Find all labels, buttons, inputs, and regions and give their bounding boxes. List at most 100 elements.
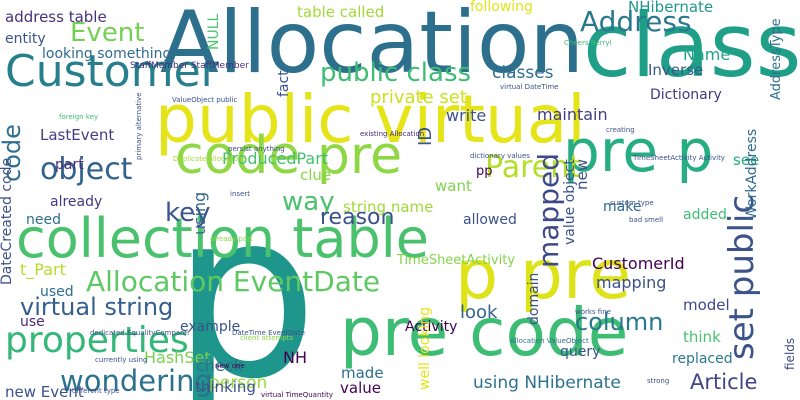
word-entity: entity <box>5 31 46 47</box>
word-column: column <box>575 308 664 336</box>
word-example: example <box>180 319 241 335</box>
word-addresstype: AddressType <box>769 18 784 100</box>
word-timesheetactivity: TimeSheetActivity <box>397 253 516 268</box>
word-used: used <box>40 284 74 300</box>
word-table-called: table called <box>297 3 385 21</box>
word-name: Name <box>683 45 731 64</box>
word-allocation-valueobject: Allocation ValueObject <box>510 337 589 345</box>
word-class: class <box>583 0 800 97</box>
word-person: person <box>209 373 268 393</box>
word-clue: clue <box>300 166 332 184</box>
word-client-attempts: client attempts <box>240 334 294 342</box>
word-nh: NH <box>283 348 307 367</box>
word-new-one: new one <box>215 362 245 370</box>
word-address: Address <box>580 5 692 38</box>
word-dedicated-equalitycomparer: dedicated EqualityComparer <box>90 329 190 337</box>
word-hashset: HashSet <box>144 348 211 367</box>
word-code-pre: code pre <box>175 126 403 186</box>
word-well-looking: well looking <box>417 306 433 390</box>
word-private-set: private set <box>370 87 467 108</box>
word-different-type: different type <box>72 387 120 395</box>
word-allowed: allowed <box>463 212 517 228</box>
word-reason: reason <box>320 205 395 230</box>
word-following: following <box>470 0 533 15</box>
word-already-part: already part <box>210 235 253 243</box>
word-valueobject-public: ValueObject public <box>172 96 238 104</box>
word-mapping: mapping <box>596 273 667 292</box>
word-strong: strong <box>647 377 670 385</box>
word-classes: classes <box>492 63 554 83</box>
word-write: write <box>446 106 487 125</box>
word-nhibernate: NHibernate <box>628 0 714 16</box>
word-works-fine: works fine <box>575 308 611 316</box>
word-virtual-datetime: virtual DateTime <box>500 83 559 91</box>
word-virtual-timequantity: virtual TimeQuantity <box>261 391 333 399</box>
word-wondering: wondering <box>60 364 213 398</box>
word-think: think <box>683 328 721 346</box>
word-t-part: t_Part <box>20 260 66 279</box>
word-looking-something: looking something <box>42 46 172 62</box>
word-p-pre: p pre <box>455 236 632 315</box>
word-need: need <box>26 212 61 228</box>
word-public-class: public class <box>320 58 472 88</box>
word-object: object <box>40 152 133 187</box>
word-producedpart: ProducedPart <box>222 149 329 168</box>
word-made: made <box>341 364 384 382</box>
word-make: make <box>603 199 642 215</box>
word-parent: Parent <box>485 150 582 185</box>
word-allocation-eventdate: Allocation EventDate <box>86 265 381 298</box>
word-allocation: Allocation <box>160 0 584 93</box>
word-new-event: new Event <box>5 383 84 400</box>
word-value-object: value object <box>562 159 578 245</box>
word-maintain: maintain <box>537 105 608 124</box>
word-thinking: thinking <box>195 378 256 396</box>
word-address-table: address table <box>5 8 107 26</box>
word-article: Article <box>690 370 758 394</box>
word-pp: pp <box>476 164 493 179</box>
word-persist-anything: persist anything <box>228 145 285 153</box>
word-fields: fields <box>783 337 797 370</box>
word-key: key <box>165 198 211 228</box>
word-fact: fact <box>276 70 292 97</box>
word-dictionary: Dictionary <box>650 87 722 103</box>
word-check: check <box>196 356 243 375</box>
word-datecreated-code: DateCreated code <box>0 157 15 285</box>
word-part: part <box>55 157 84 173</box>
word-cheers-berryl: Cheers Berryl <box>564 39 612 47</box>
word-use: use <box>20 314 45 330</box>
word-customerid: CustomerId <box>592 254 685 273</box>
word-insert: insert <box>230 190 250 198</box>
word-timesheetactivity-activity: TimeSheetActivity Activity <box>633 154 725 162</box>
word-currently-using: currently using <box>95 356 148 364</box>
word-virtual-string: virtual string <box>20 293 174 321</box>
word-inverse: Inverse <box>648 61 704 79</box>
word-p: p <box>172 163 318 400</box>
word-customer: Customer <box>5 46 219 97</box>
word-collection-table: collection table <box>16 207 430 270</box>
word-value: value <box>340 379 381 397</box>
word-already: already <box>50 194 103 210</box>
word-primary-alternative: primary alternative <box>135 92 143 160</box>
word-creating: creating <box>606 126 635 134</box>
word-query: query <box>560 344 601 360</box>
word-using-nhibernate: using NHibernate <box>473 373 621 393</box>
word-properties: properties <box>5 320 189 361</box>
word-null: NULL <box>206 13 222 50</box>
word-added: added <box>683 207 727 223</box>
word-existing-allocation: existing Allocation <box>360 130 425 138</box>
word-foreign-key: foreign key <box>59 113 99 121</box>
word-activity: Activity <box>405 319 458 335</box>
word-dictionary-values: dictionary values <box>470 152 530 160</box>
word-look: look <box>460 302 498 323</box>
word-custom-type: custom type <box>610 199 654 207</box>
word-lastevent: LastEvent <box>40 126 115 144</box>
word-public-virtual: public virtual <box>155 81 586 158</box>
word-bad-smell: bad smell <box>629 216 664 224</box>
word-event: Event <box>70 18 145 48</box>
word-domain: domain <box>526 272 542 325</box>
word-string-name: string name <box>343 198 434 216</box>
word-duplicate-allocations: Duplicate allocations <box>173 155 247 163</box>
word-see: see <box>733 151 760 169</box>
word-pre-p: pre p <box>563 117 714 185</box>
